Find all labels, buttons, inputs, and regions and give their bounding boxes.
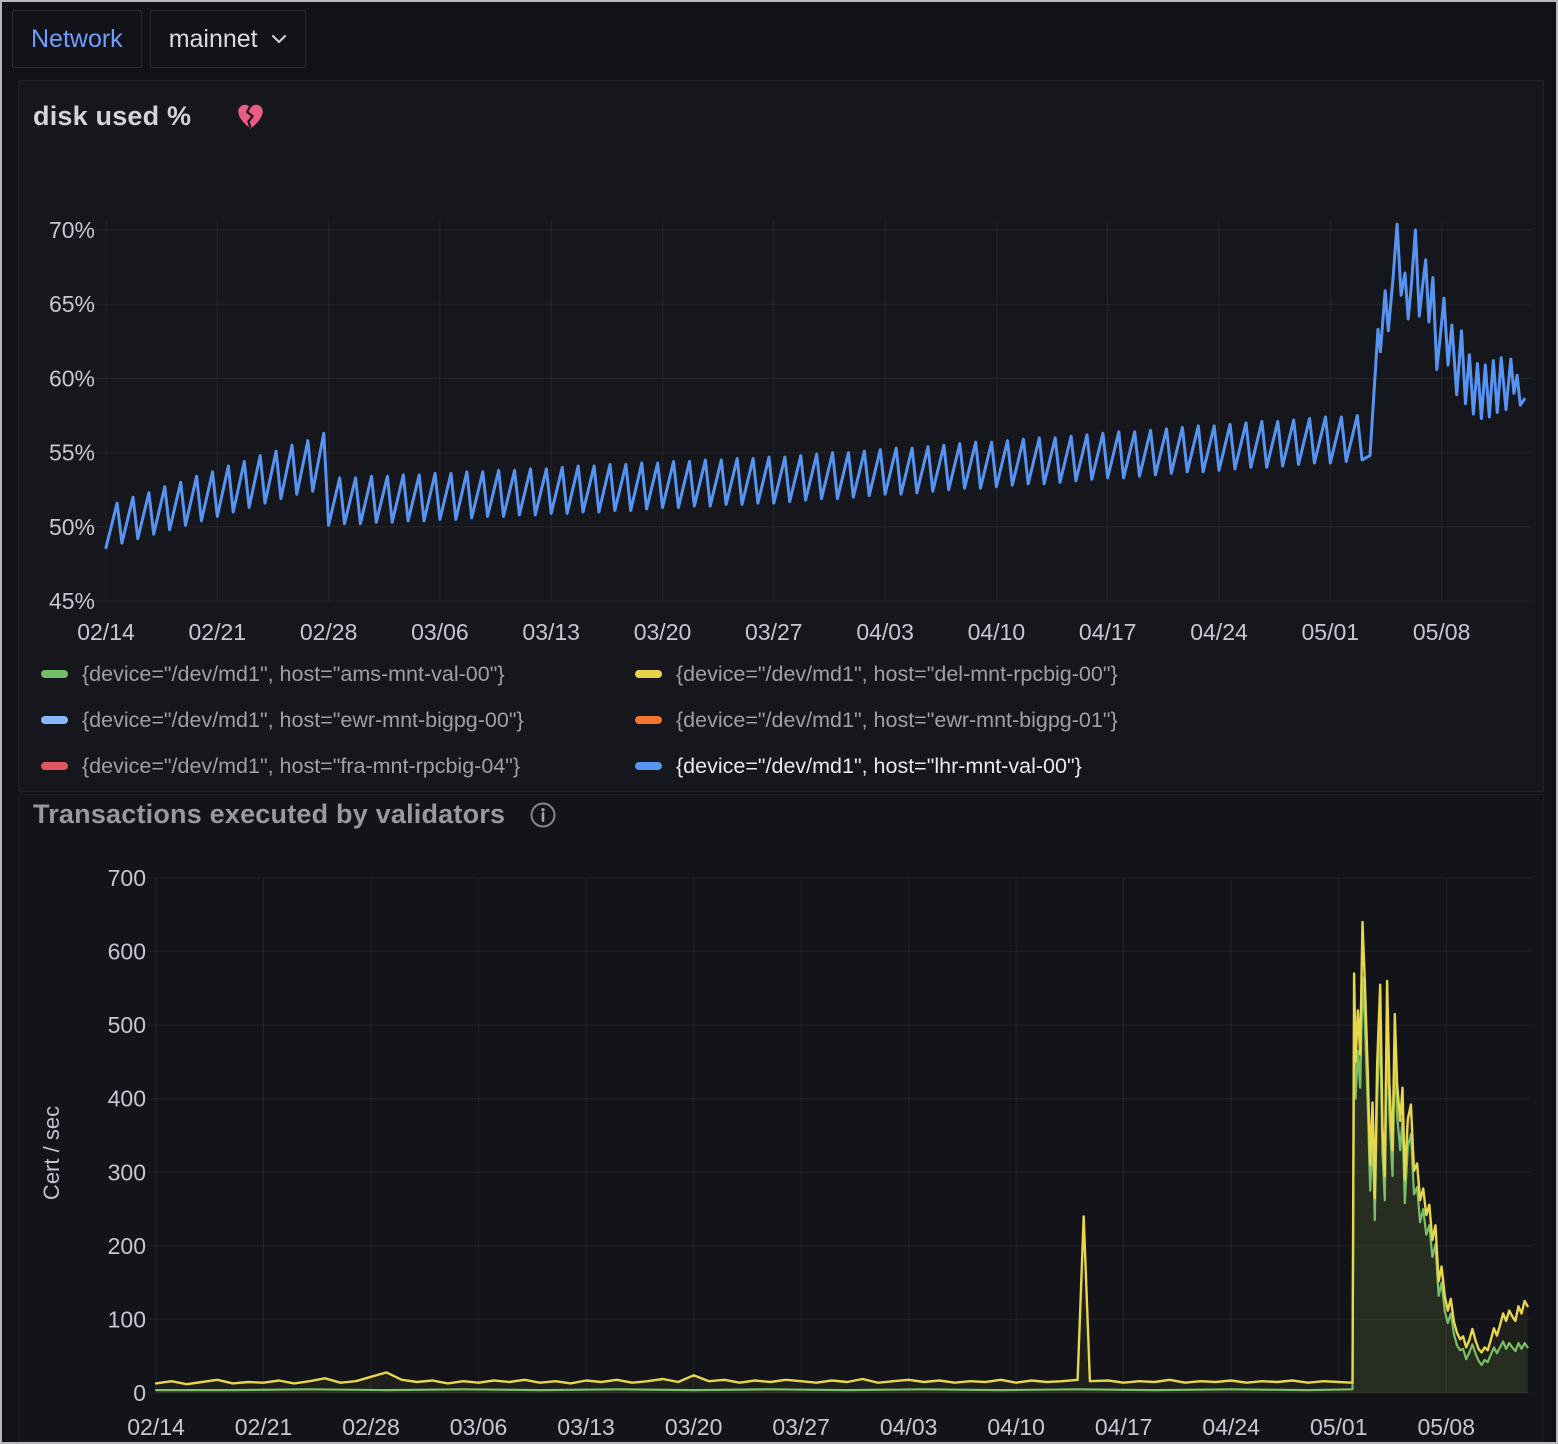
toolbar: Network mainnet — [12, 10, 306, 68]
svg-text:04/24: 04/24 — [1202, 1414, 1260, 1440]
svg-text:02/28: 02/28 — [342, 1414, 400, 1440]
legend-swatch — [41, 716, 68, 724]
svg-text:50%: 50% — [49, 514, 95, 540]
svg-text:04/03: 04/03 — [880, 1414, 938, 1440]
svg-text:0: 0 — [133, 1380, 146, 1406]
svg-text:04/17: 04/17 — [1095, 1414, 1153, 1440]
disk-used-legend: {device="/dev/md1", host="ams-mnt-val-00… — [19, 659, 1543, 781]
svg-text:05/08: 05/08 — [1413, 619, 1471, 645]
svg-text:04/17: 04/17 — [1079, 619, 1137, 645]
network-variable-dropdown[interactable]: mainnet — [150, 10, 306, 68]
legend-label: {device="/dev/md1", host="fra-mnt-rpcbig… — [82, 754, 520, 779]
disk-used-panel: disk used % 45% 50% 55% 60% 65% 70% 02/14 02/21… — [18, 80, 1544, 792]
svg-text:03/27: 03/27 — [745, 619, 803, 645]
legend-swatch — [41, 762, 68, 770]
svg-text:03/20: 03/20 — [634, 619, 692, 645]
transactions-chart[interactable]: 0 100 200 300 400 500 600 700 02/14 02/21 02/28 03/… — [19, 853, 1543, 1443]
legend-label: {device="/dev/md1", host="ewr-mnt-bigpg-… — [676, 708, 1118, 733]
chevron-down-icon — [271, 34, 287, 44]
svg-text:02/21: 02/21 — [235, 1414, 293, 1440]
legend-item[interactable]: {device="/dev/md1", host="del-mnt-rpcbig… — [635, 659, 1543, 689]
legend-swatch — [635, 716, 662, 724]
svg-text:02/14: 02/14 — [77, 619, 135, 645]
svg-text:03/13: 03/13 — [557, 1414, 615, 1440]
legend-item[interactable]: {device="/dev/md1", host="lhr-mnt-val-00… — [635, 751, 1543, 781]
svg-text:02/14: 02/14 — [127, 1414, 185, 1440]
svg-text:100: 100 — [108, 1306, 146, 1332]
legend-item[interactable]: {device="/dev/md1", host="ewr-mnt-bigpg-… — [635, 705, 1543, 735]
svg-text:55%: 55% — [49, 440, 95, 466]
svg-text:05/01: 05/01 — [1302, 619, 1360, 645]
svg-text:60%: 60% — [49, 365, 95, 391]
transactions-panel: Transactions executed by validators 0 100… — [18, 794, 1544, 1442]
svg-text:300: 300 — [108, 1159, 146, 1185]
svg-text:04/10: 04/10 — [968, 619, 1026, 645]
series-validators-green — [156, 977, 1528, 1390]
svg-text:04/03: 04/03 — [856, 619, 914, 645]
svg-text:05/01: 05/01 — [1310, 1414, 1368, 1440]
legend-label: {device="/dev/md1", host="ewr-mnt-bigpg-… — [82, 708, 524, 733]
transactions-panel-title: Transactions executed by validators — [33, 799, 505, 830]
svg-text:04/10: 04/10 — [987, 1414, 1045, 1440]
svg-text:03/06: 03/06 — [450, 1414, 508, 1440]
svg-text:03/20: 03/20 — [665, 1414, 723, 1440]
svg-text:45%: 45% — [49, 588, 95, 614]
svg-text:500: 500 — [108, 1012, 146, 1038]
legend-swatch — [635, 670, 662, 678]
series-{device="/dev/md1", host="lhr-mnt-val-00"} — [106, 224, 1524, 547]
legend-swatch — [635, 762, 662, 770]
legend-item[interactable]: {device="/dev/md1", host="ams-mnt-val-00… — [41, 659, 635, 689]
svg-text:03/13: 03/13 — [522, 619, 580, 645]
info-icon[interactable] — [529, 801, 557, 829]
network-variable-label: Network — [12, 10, 142, 68]
svg-text:65%: 65% — [49, 291, 95, 317]
svg-text:400: 400 — [108, 1086, 146, 1112]
legend-item[interactable]: {device="/dev/md1", host="fra-mnt-rpcbig… — [41, 751, 635, 781]
grafana-dashboard: Network mainnet disk used % 45% 50% 55% 60%… — [0, 0, 1558, 1444]
svg-text:04/24: 04/24 — [1190, 619, 1248, 645]
svg-text:700: 700 — [108, 865, 146, 891]
legend-label: {device="/dev/md1", host="ams-mnt-val-00… — [82, 662, 505, 687]
svg-text:70%: 70% — [49, 217, 95, 243]
svg-text:05/08: 05/08 — [1417, 1414, 1475, 1440]
legend-item[interactable]: {device="/dev/md1", host="ewr-mnt-bigpg-… — [41, 705, 635, 735]
y-axis-label: Cert / sec — [39, 1106, 64, 1200]
svg-text:600: 600 — [108, 939, 146, 965]
network-variable-value: mainnet — [169, 25, 258, 54]
disk-used-panel-title: disk used % — [33, 101, 191, 132]
svg-text:03/06: 03/06 — [411, 619, 469, 645]
svg-text:02/28: 02/28 — [300, 619, 358, 645]
series-validators-yellow — [156, 922, 1528, 1384]
disk-used-chart[interactable]: 45% 50% 55% 60% 65% 70% 02/14 02/21 02/28 03/06 03… — [19, 181, 1543, 653]
legend-label: {device="/dev/md1", host="del-mnt-rpcbig… — [676, 662, 1118, 687]
disk-used-panel-header: disk used % — [19, 81, 1543, 132]
svg-text:200: 200 — [108, 1233, 146, 1259]
legend-label: {device="/dev/md1", host="lhr-mnt-val-00… — [676, 754, 1082, 779]
svg-text:02/21: 02/21 — [189, 619, 247, 645]
broken-heart-icon — [235, 102, 266, 131]
legend-swatch — [41, 670, 68, 678]
svg-text:03/27: 03/27 — [772, 1414, 830, 1440]
transactions-panel-header: Transactions executed by validators — [19, 795, 1543, 830]
